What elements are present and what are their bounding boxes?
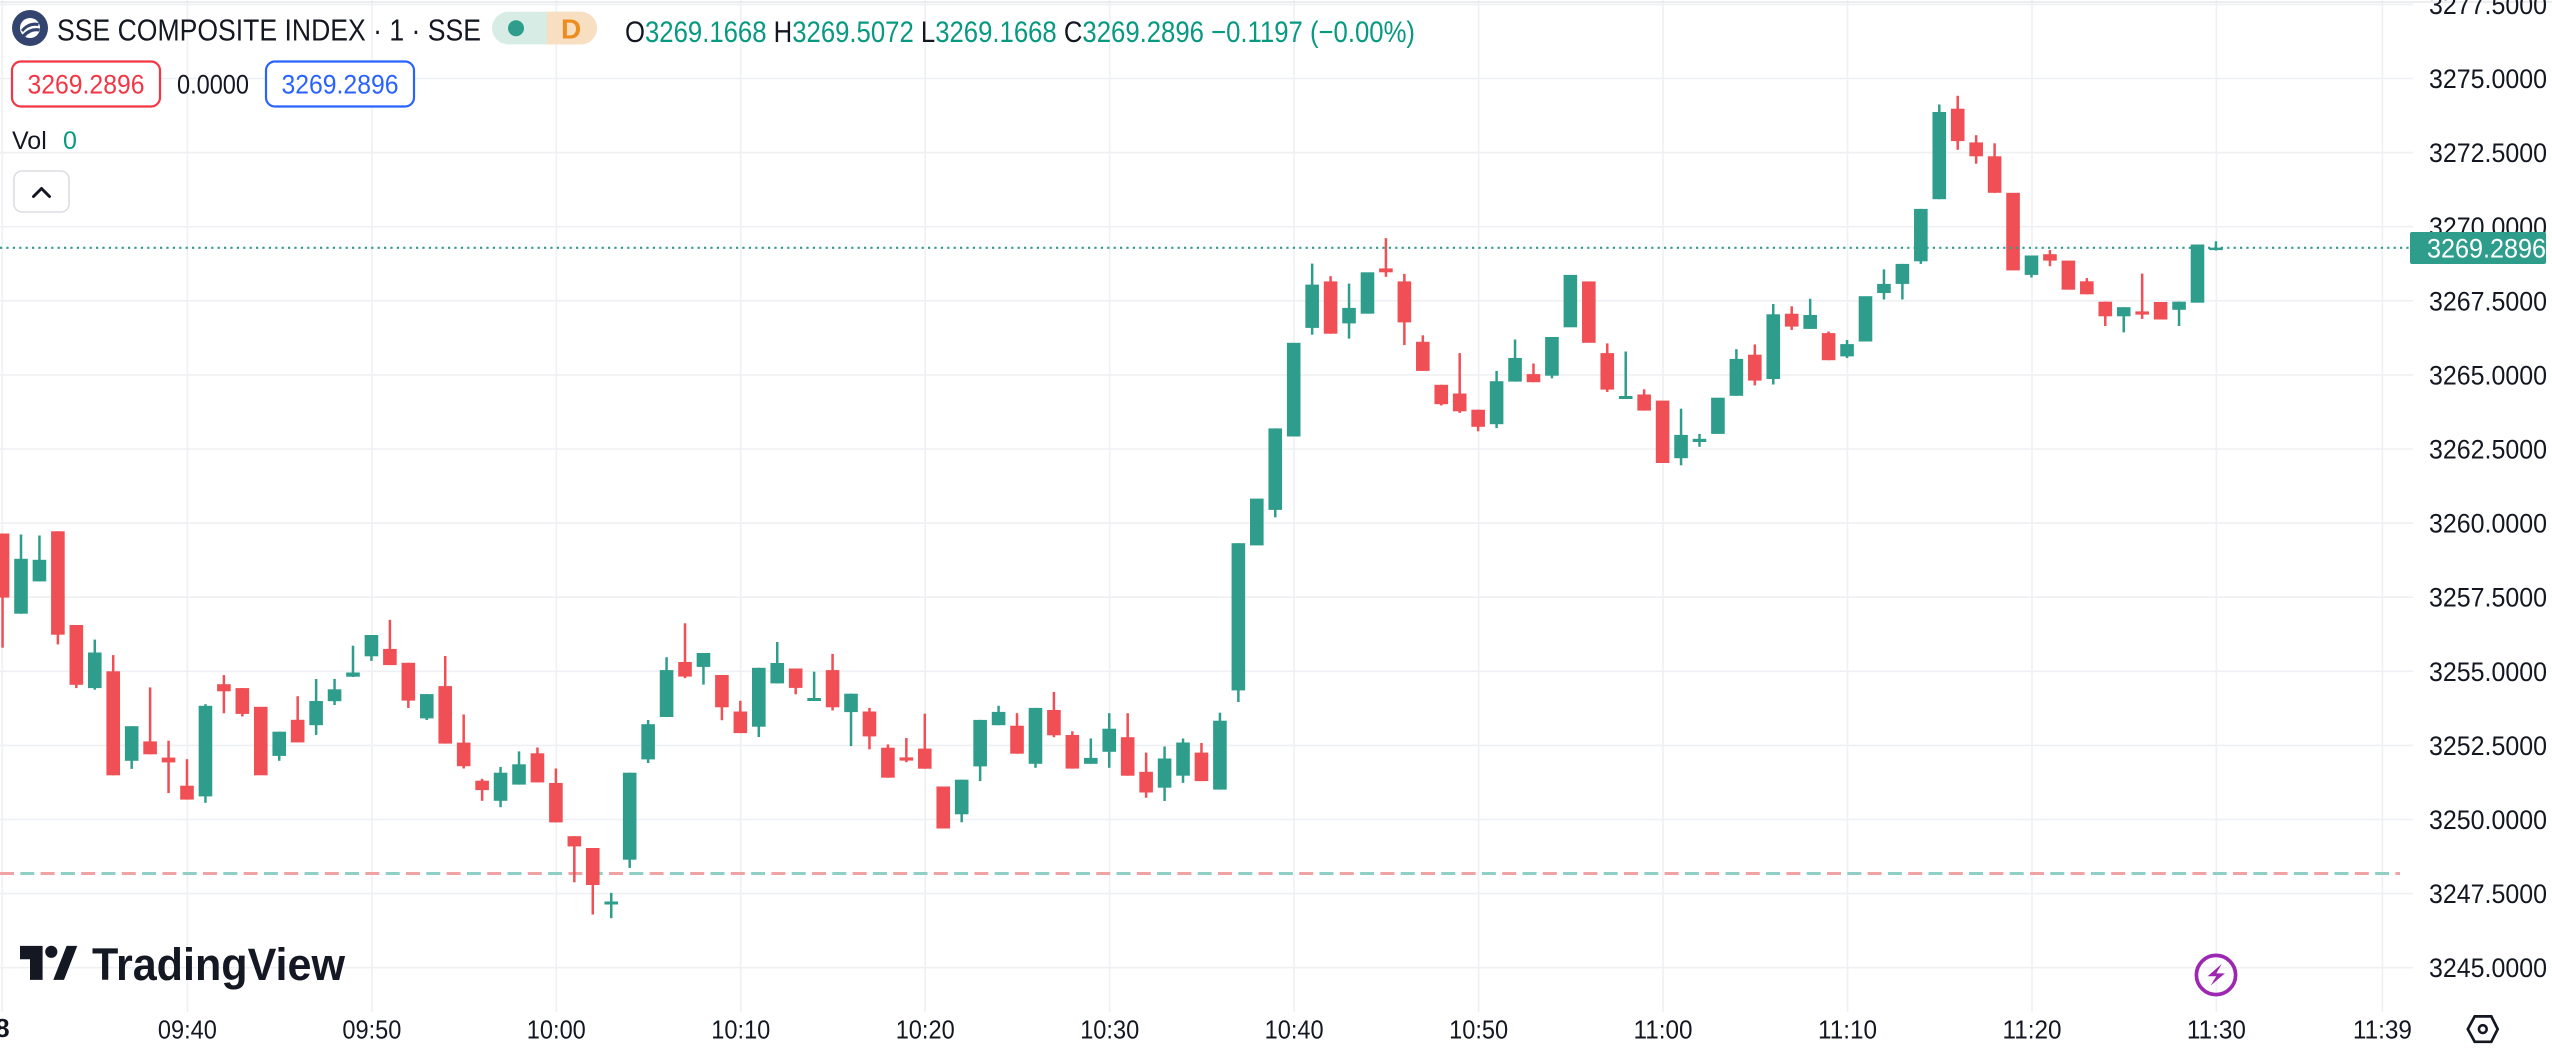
svg-text:10:40: 10:40 bbox=[1265, 1015, 1324, 1045]
svg-text:11:39: 11:39 bbox=[2353, 1015, 2412, 1045]
svg-text:3260.0000: 3260.0000 bbox=[2429, 509, 2547, 539]
svg-text:Vol: Vol bbox=[12, 127, 47, 155]
svg-text:10:30: 10:30 bbox=[1080, 1015, 1139, 1045]
svg-text:SSE COMPOSITE INDEX · 1 · SSE: SSE COMPOSITE INDEX · 1 · SSE bbox=[57, 13, 481, 48]
svg-text:11:30: 11:30 bbox=[2187, 1015, 2246, 1045]
svg-text:3267.5000: 3267.5000 bbox=[2429, 286, 2547, 316]
svg-text:3269.2896: 3269.2896 bbox=[28, 70, 145, 100]
svg-text:10:10: 10:10 bbox=[711, 1015, 770, 1045]
svg-text:3265.0000: 3265.0000 bbox=[2429, 360, 2547, 390]
svg-text:10:20: 10:20 bbox=[896, 1015, 955, 1045]
svg-text:3269.2896: 3269.2896 bbox=[282, 70, 399, 100]
svg-text:11:10: 11:10 bbox=[1818, 1015, 1877, 1045]
svg-text:3255.0000: 3255.0000 bbox=[2429, 657, 2547, 687]
svg-text:0: 0 bbox=[63, 127, 77, 155]
svg-text:3277.5000: 3277.5000 bbox=[2429, 0, 2547, 20]
svg-text:8: 8 bbox=[0, 1013, 10, 1043]
svg-text:09:40: 09:40 bbox=[158, 1015, 217, 1045]
svg-text:0.0000: 0.0000 bbox=[177, 70, 249, 100]
svg-text:3245.0000: 3245.0000 bbox=[2429, 953, 2547, 983]
svg-text:11:20: 11:20 bbox=[2003, 1015, 2062, 1045]
svg-text:D: D bbox=[561, 14, 581, 45]
svg-text:3257.5000: 3257.5000 bbox=[2429, 583, 2547, 613]
svg-text:3262.5000: 3262.5000 bbox=[2429, 435, 2547, 465]
svg-text:3275.0000: 3275.0000 bbox=[2429, 64, 2547, 94]
svg-text:11:00: 11:00 bbox=[1634, 1015, 1693, 1045]
svg-text:TradingView: TradingView bbox=[92, 939, 346, 990]
svg-text:10:50: 10:50 bbox=[1449, 1015, 1508, 1045]
svg-text:3252.5000: 3252.5000 bbox=[2429, 731, 2547, 761]
svg-text:09:50: 09:50 bbox=[342, 1015, 401, 1045]
svg-text:3247.5000: 3247.5000 bbox=[2429, 879, 2547, 909]
svg-text:3269.2896: 3269.2896 bbox=[2427, 234, 2546, 264]
svg-text:10:00: 10:00 bbox=[527, 1015, 586, 1045]
svg-text:3250.0000: 3250.0000 bbox=[2429, 805, 2547, 835]
svg-text:3272.5000: 3272.5000 bbox=[2429, 138, 2547, 168]
svg-text:O3269.1668 H3269.5072 L3269.16: O3269.1668 H3269.5072 L3269.1668 C3269.2… bbox=[625, 16, 1415, 49]
